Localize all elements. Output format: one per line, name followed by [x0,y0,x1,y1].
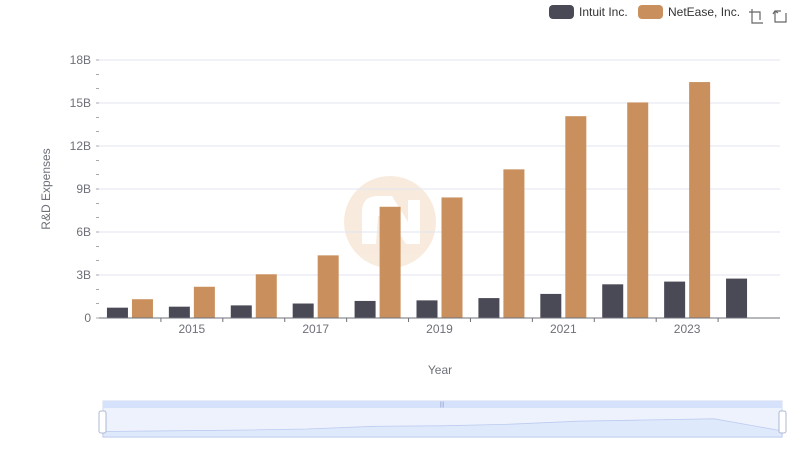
y-axis: 0 3B 6B 9B 12B 15B 18B [70,53,99,325]
y-tick-label: 15B [70,96,91,110]
grid-lines [99,59,780,276]
x-axis: 2015 2017 2019 2021 2023 [160,318,719,336]
bar-intuit-2014 [106,307,128,318]
y-tick-label: 18B [70,53,91,67]
bar-intuit-2019 [416,300,438,318]
bar-intuit-2023 [664,281,686,318]
slider-top-bar[interactable] [103,401,782,408]
bar-netease-2016 [255,274,277,318]
legend-label: NetEase, Inc. [668,5,740,19]
slider-selection[interactable] [103,408,782,437]
legend: Intuit Inc. NetEase, Inc. [549,5,740,19]
bar-netease-2017 [317,255,339,318]
bar-netease-2015 [193,286,215,318]
x-tick-label: 2019 [426,322,453,336]
slider-preview-area [102,418,783,438]
bar-netease-2014 [131,299,153,318]
bar-netease-2023 [689,82,711,318]
legend-swatch [549,5,574,19]
bar-intuit-2021 [540,293,562,318]
legend-item-netease[interactable]: NetEase, Inc. [638,5,740,19]
y-axis-title: R&D Expenses [39,148,53,229]
y-tick-label: 12B [70,139,91,153]
legend-label: Intuit Inc. [579,5,628,19]
legend-item-intuit[interactable]: Intuit Inc. [549,5,628,19]
data-zoom-slider[interactable]: ||| [98,400,787,438]
bar-netease-2019 [441,197,463,318]
bar-intuit-2017 [292,303,314,318]
y-tick-label: 6B [76,225,91,239]
data-zoom-icon[interactable] [748,8,764,24]
bar-netease-2021 [565,116,587,318]
bar-netease-2018 [379,206,401,318]
y-tick-label: 9B [76,182,91,196]
restore-icon[interactable] [772,8,788,24]
bar-intuit-2020 [478,298,500,318]
y-tick-label: 3B [76,268,91,282]
x-tick-label: 2015 [179,322,206,336]
bar-intuit-2016 [230,305,252,318]
slider-handle-right[interactable] [778,410,787,434]
x-tick-label: 2023 [674,322,701,336]
bars [106,82,748,318]
slider-grip-icon[interactable]: ||| [440,402,445,408]
bar-netease-2020 [503,169,525,318]
bar-intuit-2022 [602,284,624,318]
x-tick-label: 2017 [302,322,329,336]
bar-intuit-2018 [354,300,376,318]
y-tick-label: 0 [84,311,91,325]
bar-intuit-2024 [726,278,748,318]
x-axis-title: Year [428,363,452,377]
legend-swatch [638,5,663,19]
x-tick-label: 2021 [550,322,577,336]
slider-handle-left[interactable] [98,410,107,434]
bar-intuit-2015 [168,306,190,318]
bar-netease-2022 [627,102,649,318]
